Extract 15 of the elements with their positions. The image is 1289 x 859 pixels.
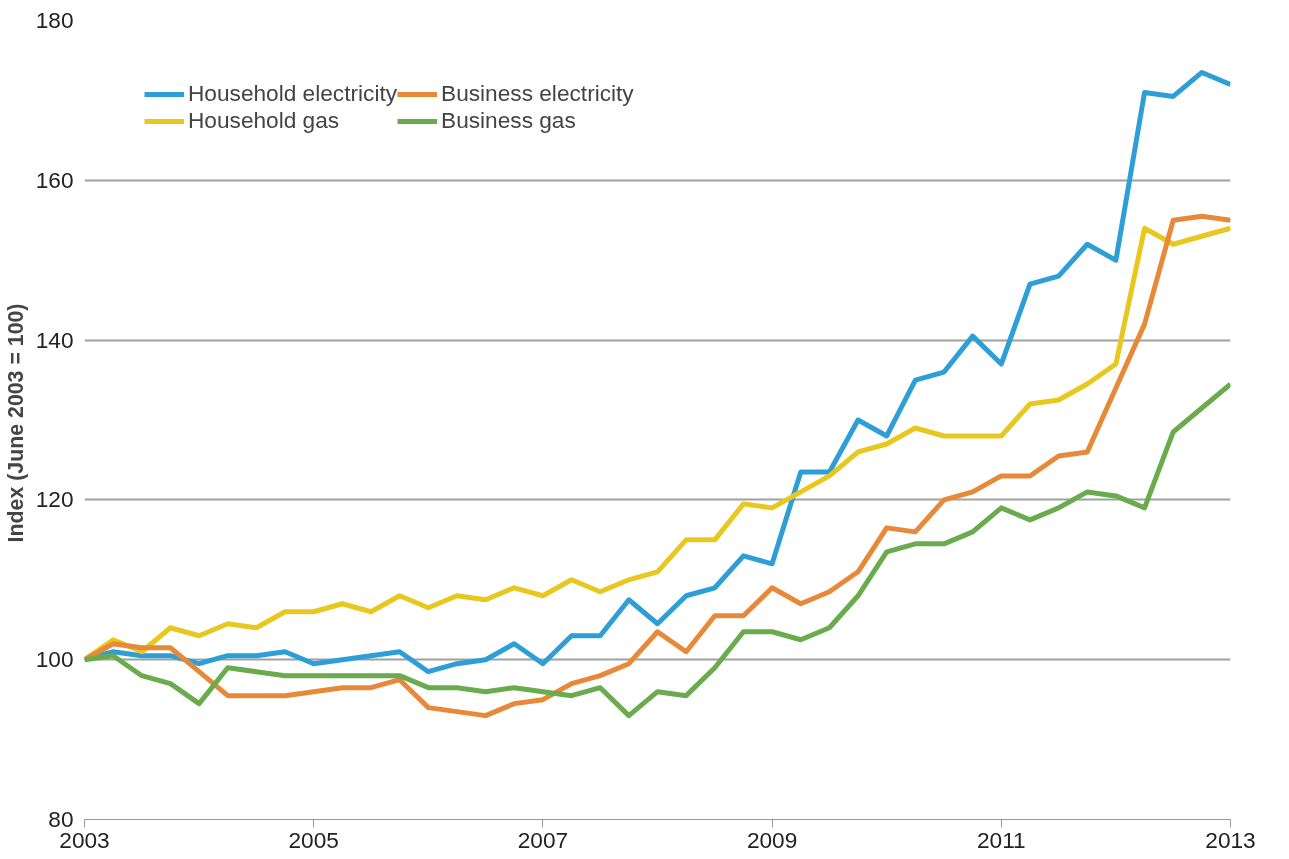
y-tick-label: 100 [35, 646, 74, 673]
legend-label: Household electricity [188, 80, 398, 107]
x-tick-label: 2009 [746, 826, 798, 853]
x-tick-label: 2005 [288, 826, 339, 853]
y-axis-title: Index (June 2003 = 100) [3, 303, 28, 543]
y-tick-label: 120 [35, 486, 74, 513]
x-tick-label: 2013 [1205, 826, 1256, 853]
x-tick-label: 2007 [517, 826, 569, 853]
y-tick-label: 180 [35, 7, 74, 33]
y-tick-label: 140 [35, 326, 74, 353]
legend-label: Business electricity [441, 80, 634, 107]
y-tick-label: 160 [35, 166, 74, 193]
legend-label: Business gas [441, 107, 576, 134]
legend-label: Household gas [188, 107, 340, 134]
x-tick-label: 2011 [976, 826, 1026, 853]
